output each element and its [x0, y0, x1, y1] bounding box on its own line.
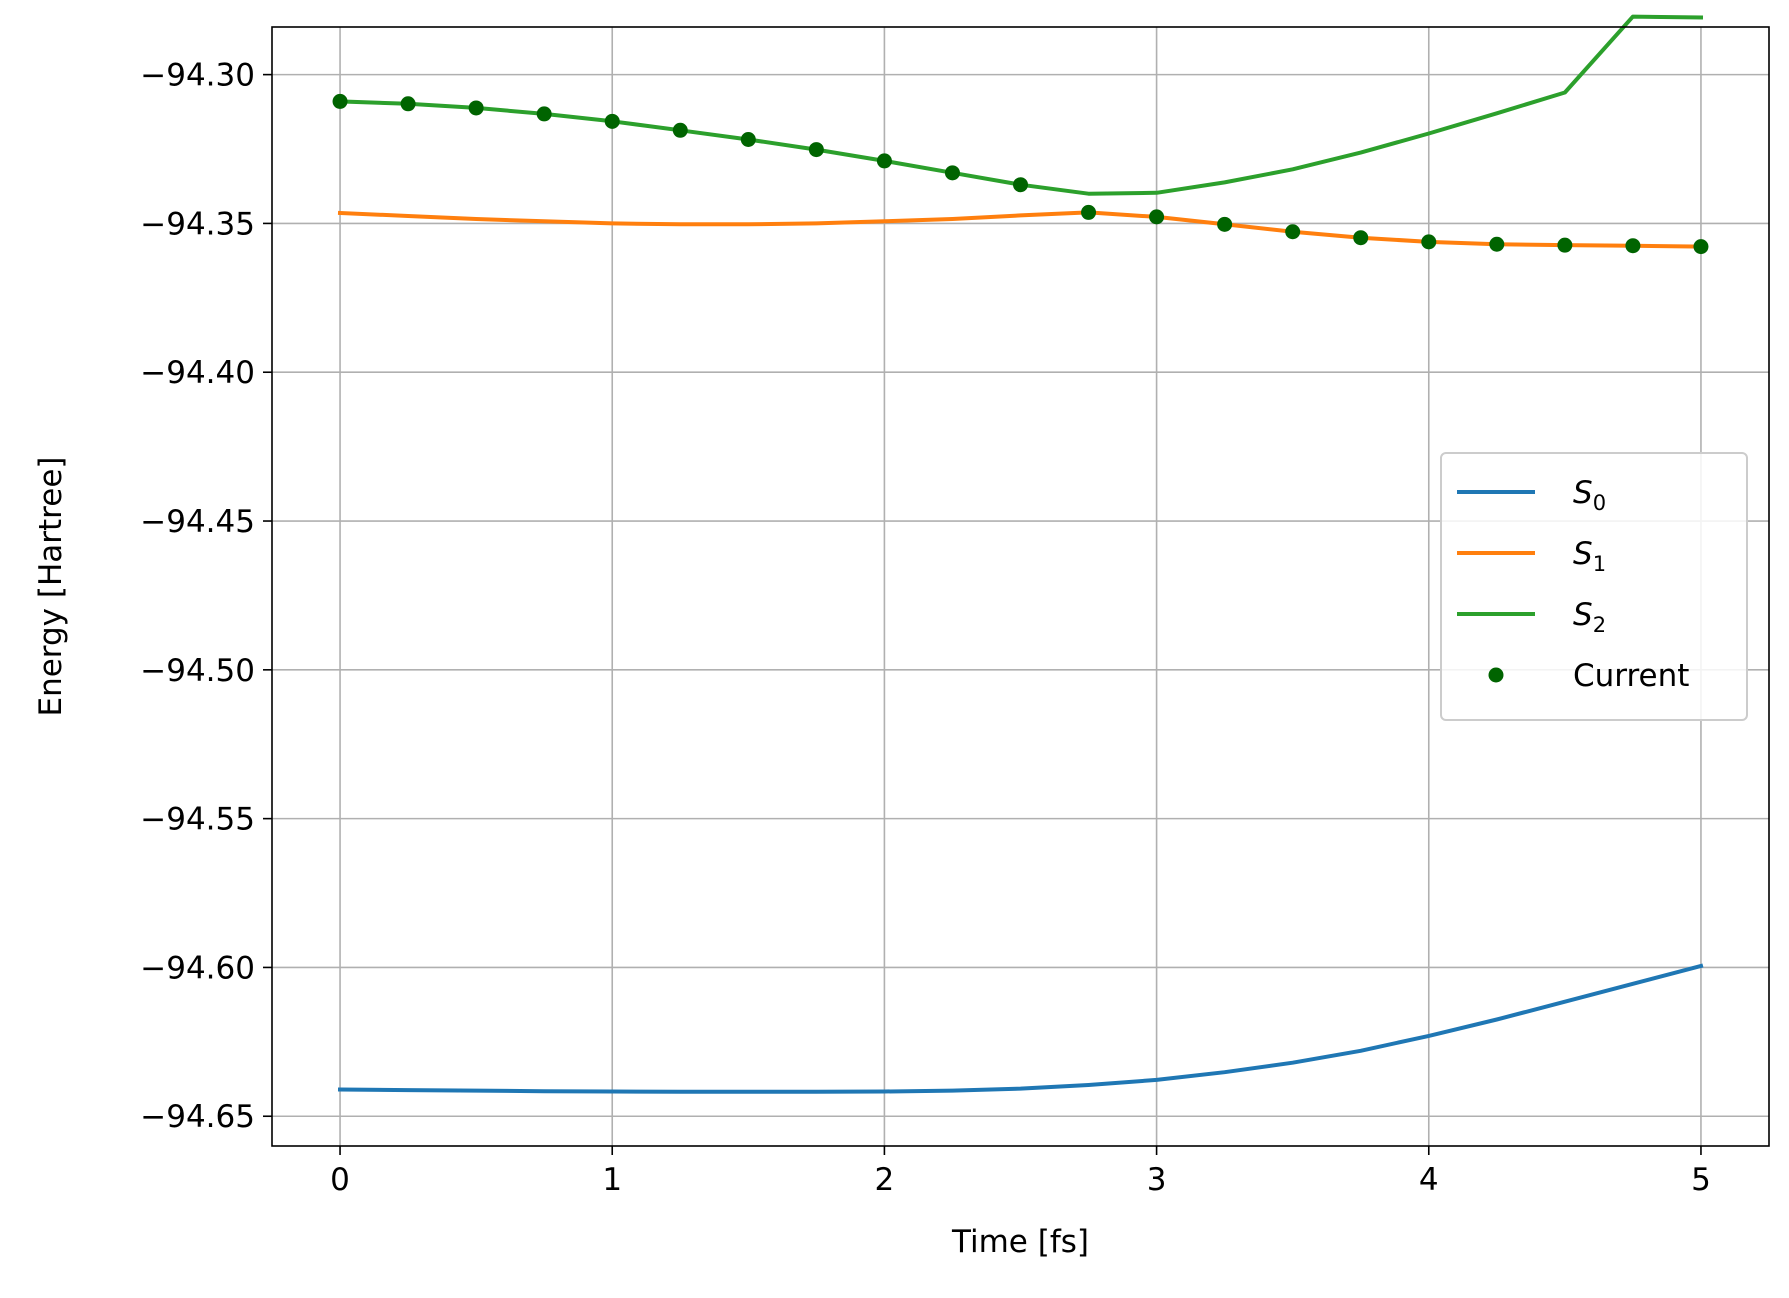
y-tick-label: −94.45 — [140, 504, 255, 540]
legend-label: S1 — [1573, 536, 1606, 576]
y-axis-label: Energy [Hartree] — [33, 457, 69, 717]
series-line-s0 — [337, 963, 1704, 1094]
x-tick-label: 2 — [875, 1162, 895, 1198]
x-tick-label: 4 — [1419, 1162, 1439, 1198]
y-tick-label: −94.35 — [140, 206, 255, 242]
current-state-point — [1489, 236, 1505, 252]
series-layer — [332, 14, 1709, 1094]
current-state-point — [1285, 224, 1301, 240]
ticks: 0 1 2 3 4 5 −94.30 −94.35 −94.40 −94.45 −94.50 −94.… — [140, 58, 1711, 1198]
current-state-point — [808, 142, 824, 158]
current-state-point — [604, 113, 620, 129]
current-state-point — [468, 100, 484, 116]
legend-box — [1440, 452, 1748, 721]
current-state-point — [1353, 230, 1369, 246]
x-tick-label: 0 — [330, 1162, 350, 1198]
legend-label: Current — [1573, 658, 1689, 694]
current-state-point — [1217, 216, 1233, 232]
current-state-point — [1081, 204, 1097, 220]
x-tick-label: 3 — [1147, 1162, 1167, 1198]
legend-handle-current — [1488, 667, 1504, 683]
current-state-point — [1421, 234, 1437, 250]
current-state-point — [332, 93, 348, 109]
y-tick-label: −94.65 — [140, 1099, 255, 1135]
plot-frame — [271, 26, 1770, 1147]
current-state-point — [400, 96, 416, 112]
y-tick-label: −94.50 — [140, 653, 255, 689]
current-state-point — [740, 131, 756, 147]
legend-label: S2 — [1573, 597, 1606, 637]
x-axis-label: Time [fs] — [951, 1224, 1089, 1260]
legend: S0 S1 S2 Current — [1440, 452, 1748, 721]
x-tick-label: 5 — [1691, 1162, 1711, 1198]
current-state-point — [944, 165, 960, 181]
y-tick-label: −94.40 — [140, 355, 255, 391]
current-state-point — [672, 122, 688, 138]
y-tick-label: −94.30 — [140, 58, 255, 94]
current-state-point — [1625, 238, 1641, 254]
series-line-s1 — [337, 210, 1704, 249]
x-tick-label: 1 — [602, 1162, 622, 1198]
current-state-point — [1693, 239, 1709, 255]
current-state-point — [1557, 237, 1573, 253]
legend-label: S0 — [1573, 475, 1606, 515]
current-state-point — [876, 153, 892, 169]
current-state-point — [1149, 209, 1165, 225]
y-tick-label: −94.60 — [140, 950, 255, 986]
current-state-point — [536, 106, 552, 122]
current-state-point — [1013, 177, 1028, 193]
y-tick-label: −94.55 — [140, 802, 255, 838]
